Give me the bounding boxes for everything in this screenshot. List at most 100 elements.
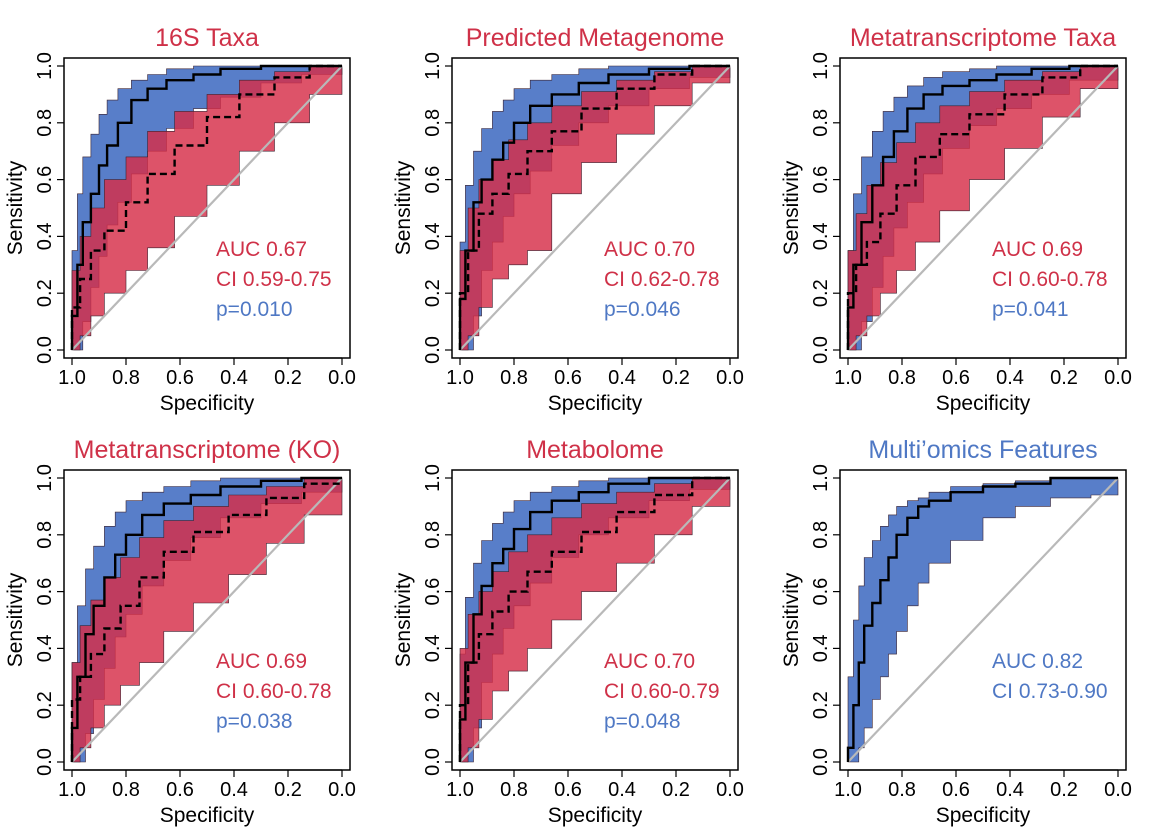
y-tick-label: 0.2 [422, 279, 444, 307]
y-axis-label: Sensitivity [780, 160, 803, 255]
x-tick-label: 0.2 [1050, 779, 1078, 801]
y-tick-label: 0.6 [34, 166, 56, 194]
panel-title: Multi’omics Features [868, 436, 1097, 464]
auc-label: AUC 0.69 [216, 650, 307, 673]
x-tick-label: 0.0 [1104, 779, 1132, 801]
roc-curve-solid [846, 476, 1118, 762]
roc-curve-solid [70, 64, 342, 350]
chance-diagonal [847, 65, 1119, 351]
chance-diagonal [459, 65, 731, 351]
roc-curve-dashed [458, 476, 730, 762]
y-tick-label: 0.4 [34, 222, 56, 250]
x-tick-label: 0.8 [888, 779, 916, 801]
y-tick-label: 0.2 [34, 691, 56, 719]
roc-curve-dashed [458, 64, 730, 350]
x-tick-label: 0.2 [1050, 367, 1078, 389]
y-tick-label: 0.0 [34, 748, 56, 776]
roc-curve-solid [70, 476, 342, 762]
y-tick-label: 1.0 [810, 464, 832, 492]
y-tick-label: 0.0 [34, 336, 56, 364]
x-tick-label: 0.6 [166, 367, 194, 389]
panel-title: Metatranscriptome (KO) [74, 436, 341, 464]
y-axis-label: Sensitivity [392, 160, 415, 255]
roc-curve-solid [846, 64, 1118, 350]
x-tick-label: 0.6 [554, 779, 582, 801]
p-value-label: p=0.010 [216, 298, 293, 321]
x-axis-label: Specificity [160, 804, 255, 827]
ci-label: CI 0.60-0.78 [992, 268, 1108, 291]
roc-curve-dashed [70, 482, 342, 762]
auc-label: AUC 0.70 [604, 650, 695, 673]
p-value-label: p=0.046 [604, 298, 681, 321]
x-tick-label: 0.4 [220, 367, 248, 389]
x-tick-label: 0.2 [662, 779, 690, 801]
y-tick-label: 0.4 [34, 634, 56, 662]
p-value-label: p=0.038 [216, 710, 293, 733]
x-tick-label: 0.0 [716, 367, 744, 389]
x-tick-label: 0.2 [274, 367, 302, 389]
panel-title: Metabolome [526, 436, 664, 464]
roc-curve-dashed [846, 64, 1118, 350]
y-tick-label: 0.6 [810, 578, 832, 606]
x-tick-label: 0.4 [220, 779, 248, 801]
y-tick-label: 0.2 [34, 279, 56, 307]
y-tick-label: 0.0 [422, 748, 444, 776]
y-tick-label: 0.6 [422, 578, 444, 606]
y-tick-label: 0.2 [422, 691, 444, 719]
x-tick-label: 0.0 [1104, 367, 1132, 389]
roc-curve-dashed [70, 64, 342, 350]
x-tick-label: 0.6 [166, 779, 194, 801]
x-tick-label: 0.6 [942, 779, 970, 801]
y-tick-label: 1.0 [422, 52, 444, 80]
y-tick-label: 0.8 [34, 521, 56, 549]
x-tick-label: 0.0 [328, 779, 356, 801]
chance-diagonal [71, 65, 343, 351]
x-tick-label: 0.4 [608, 779, 636, 801]
x-tick-label: 1.0 [446, 367, 474, 389]
x-tick-label: 1.0 [58, 779, 86, 801]
panel-title: 16S Taxa [155, 24, 259, 52]
panel-title: Predicted Metagenome [466, 24, 724, 52]
y-tick-label: 0.2 [810, 279, 832, 307]
x-tick-label: 1.0 [58, 367, 86, 389]
x-tick-label: 0.8 [112, 367, 140, 389]
y-tick-label: 0.4 [422, 222, 444, 250]
y-tick-label: 0.8 [810, 109, 832, 137]
auc-label: AUC 0.70 [604, 238, 695, 261]
y-axis-label: Sensitivity [392, 572, 415, 667]
x-tick-label: 0.0 [716, 779, 744, 801]
y-tick-label: 0.4 [422, 634, 444, 662]
plot-area [70, 64, 343, 351]
roc-panel: Metatranscriptome (KO) 1.0 0.8 0.6 0.4 0.2 0.0… [4, 436, 356, 827]
y-axis-label: Sensitivity [4, 160, 27, 255]
panel-title: Metatranscriptome Taxa [850, 24, 1116, 52]
roc-panel: 16S Taxa 1.0 0.8 0.6 0.4 0.2 0.0 0.0 0.2 0.4 0.6 0.… [4, 24, 356, 415]
chance-diagonal [71, 477, 343, 763]
x-tick-label: 0.8 [112, 779, 140, 801]
roc-panel: Predicted Metagenome 1.0 0.8 0.6 0.4 0.2 0.0 0.… [392, 24, 744, 415]
x-tick-label: 1.0 [834, 367, 862, 389]
x-tick-label: 1.0 [446, 779, 474, 801]
y-tick-label: 1.0 [810, 52, 832, 80]
roc-panel: Metabolome 1.0 0.8 0.6 0.4 0.2 0.0 0.0 0.2 0.4 0.6… [392, 436, 744, 827]
y-tick-label: 0.0 [422, 336, 444, 364]
red-confidence-band [847, 65, 1119, 351]
red-confidence-band [459, 477, 731, 763]
x-tick-label: 0.4 [996, 779, 1024, 801]
auc-label: AUC 0.69 [992, 238, 1083, 261]
x-axis-label: Specificity [160, 392, 255, 415]
y-tick-label: 0.4 [810, 634, 832, 662]
x-tick-label: 0.2 [662, 367, 690, 389]
x-tick-label: 0.4 [608, 367, 636, 389]
roc-panel: Metatranscriptome Taxa 1.0 0.8 0.6 0.4 0.2 0.0… [780, 24, 1132, 415]
y-tick-label: 0.8 [810, 521, 832, 549]
roc-curve-solid [458, 64, 730, 350]
auc-label: AUC 0.82 [992, 650, 1083, 673]
x-tick-label: 0.0 [328, 367, 356, 389]
ci-label: CI 0.73-0.90 [992, 680, 1108, 703]
x-tick-label: 0.6 [554, 367, 582, 389]
y-tick-label: 1.0 [422, 464, 444, 492]
y-tick-label: 0.8 [422, 521, 444, 549]
p-value-label: p=0.048 [604, 710, 681, 733]
